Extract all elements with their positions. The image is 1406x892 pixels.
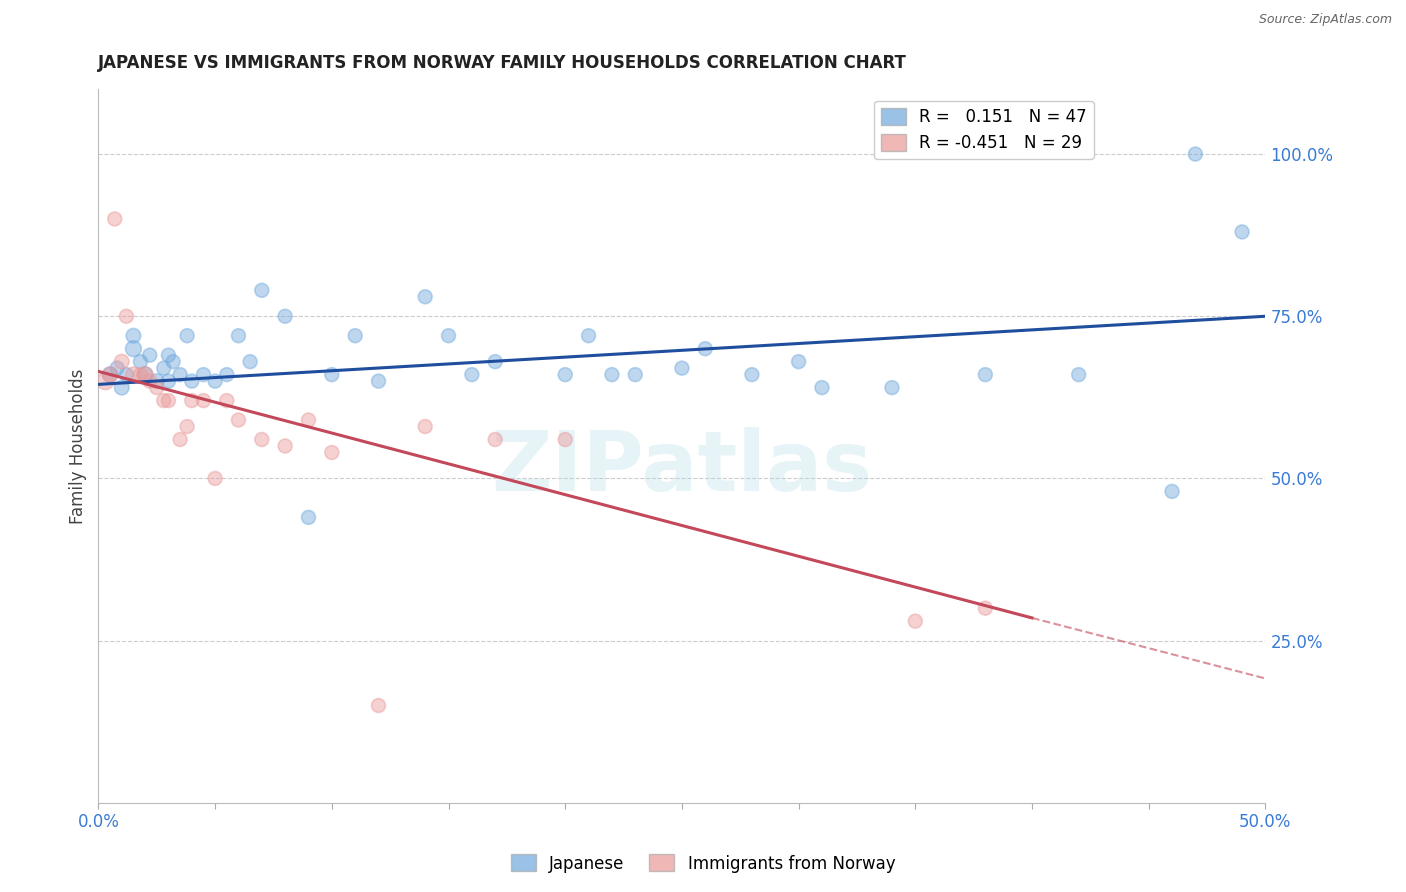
Point — [367, 698, 389, 713]
Point — [671, 361, 693, 376]
Point — [98, 368, 121, 382]
Point — [180, 393, 202, 408]
Point — [1230, 225, 1253, 239]
Point — [904, 614, 927, 628]
Point — [228, 328, 250, 343]
Point — [321, 368, 343, 382]
Point — [122, 328, 145, 343]
Point — [139, 348, 162, 362]
Point — [695, 342, 717, 356]
Point — [1161, 484, 1184, 499]
Point — [624, 368, 647, 382]
Point — [250, 433, 273, 447]
Point — [169, 368, 191, 382]
Point — [297, 510, 319, 524]
Point — [134, 368, 156, 382]
Point — [157, 393, 180, 408]
Point — [484, 354, 506, 368]
Text: ZIPatlas: ZIPatlas — [492, 427, 872, 508]
Point — [98, 368, 121, 382]
Point — [321, 445, 343, 459]
Point — [600, 368, 623, 382]
Point — [176, 328, 198, 343]
Point — [484, 433, 506, 447]
Point — [129, 368, 152, 382]
Point — [169, 433, 191, 447]
Text: Source: ZipAtlas.com: Source: ZipAtlas.com — [1258, 13, 1392, 27]
Point — [461, 368, 484, 382]
Point — [193, 368, 215, 382]
Point — [554, 433, 576, 447]
Legend: Japanese, Immigrants from Norway: Japanese, Immigrants from Norway — [503, 847, 903, 880]
Point — [146, 381, 169, 395]
Point — [1067, 368, 1090, 382]
Point — [974, 601, 997, 615]
Point — [228, 413, 250, 427]
Point — [297, 413, 319, 427]
Point — [122, 342, 145, 356]
Point — [94, 374, 117, 388]
Point — [974, 368, 997, 382]
Point — [413, 290, 436, 304]
Point — [811, 381, 834, 395]
Point — [129, 354, 152, 368]
Point — [111, 381, 134, 395]
Point — [437, 328, 460, 343]
Point — [122, 368, 145, 382]
Point — [554, 368, 576, 382]
Legend: R =   0.151   N = 47, R = -0.451   N = 29: R = 0.151 N = 47, R = -0.451 N = 29 — [875, 101, 1094, 159]
Y-axis label: Family Households: Family Households — [69, 368, 87, 524]
Point — [180, 374, 202, 388]
Point — [274, 310, 297, 324]
Point — [157, 348, 180, 362]
Point — [162, 354, 184, 368]
Point — [204, 471, 226, 485]
Point — [105, 361, 128, 376]
Point — [146, 374, 169, 388]
Point — [250, 283, 273, 297]
Point — [152, 393, 174, 408]
Point — [193, 393, 215, 408]
Point — [578, 328, 600, 343]
Point — [274, 439, 297, 453]
Point — [1184, 147, 1206, 161]
Point — [157, 374, 180, 388]
Point — [787, 354, 810, 368]
Point — [880, 381, 903, 395]
Point — [215, 368, 238, 382]
Text: JAPANESE VS IMMIGRANTS FROM NORWAY FAMILY HOUSEHOLDS CORRELATION CHART: JAPANESE VS IMMIGRANTS FROM NORWAY FAMIL… — [98, 54, 907, 72]
Point — [367, 374, 389, 388]
Point — [115, 368, 138, 382]
Point — [139, 374, 162, 388]
Point — [115, 310, 138, 324]
Point — [344, 328, 367, 343]
Point — [741, 368, 763, 382]
Point — [413, 419, 436, 434]
Point — [176, 419, 198, 434]
Point — [204, 374, 226, 388]
Point — [134, 368, 156, 382]
Point — [111, 354, 134, 368]
Point — [215, 393, 238, 408]
Point — [104, 211, 127, 226]
Point — [152, 361, 174, 376]
Point — [239, 354, 262, 368]
